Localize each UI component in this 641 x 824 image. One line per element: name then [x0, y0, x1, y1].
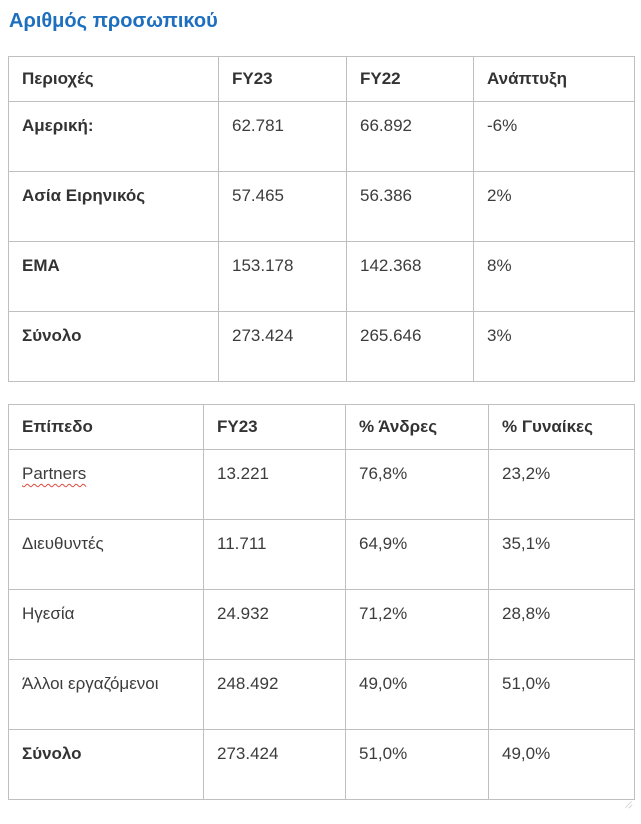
row-label: Άλλοι εργαζόμενοι	[8, 659, 204, 730]
row-label-text: Ασία Ειρηνικός	[22, 186, 146, 205]
column-header: FY22	[346, 56, 474, 102]
column-header: Περιοχές	[8, 56, 219, 102]
cell-value: 153.178	[218, 241, 347, 312]
row-label-text: Σύνολο	[22, 326, 82, 345]
column-header: FY23	[203, 404, 346, 450]
row-label-text: Άλλοι εργαζόμενοι	[22, 674, 159, 693]
cell-value: 62.781	[218, 101, 347, 172]
column-header: Επίπεδο	[8, 404, 204, 450]
header-row: Περιοχές FY23 FY22 Ανάπτυξη	[8, 56, 635, 102]
cell-value: 51,0%	[345, 729, 489, 800]
column-header: % Γυναίκες	[488, 404, 635, 450]
row-label-text: Ηγεσία	[22, 604, 75, 623]
table-row: Άλλοι εργαζόμενοι 248.492 49,0% 51,0%	[8, 659, 635, 730]
cell-value: 64,9%	[345, 519, 489, 590]
row-label-text: Αμερική:	[22, 116, 94, 135]
cell-value: 2%	[473, 171, 635, 242]
table-row: Σύνολο 273.424 265.646 3%	[8, 311, 635, 382]
cell-value: 35,1%	[488, 519, 635, 590]
column-header: FY23	[218, 56, 347, 102]
row-label-text: Διευθυντές	[22, 534, 104, 553]
table-row: EMA 153.178 142.368 8%	[8, 241, 635, 312]
cell-value: 28,8%	[488, 589, 635, 660]
table-row: Ασία Ειρηνικός 57.465 56.386 2%	[8, 171, 635, 242]
table-row: Partners 13.221 76,8% 23,2%	[8, 449, 635, 520]
row-label-text: Partners	[22, 464, 87, 483]
document-page: Αριθμός προσωπικού Περιοχές FY23 FY22 Ανάπτ…	[8, 10, 635, 800]
cell-value: 265.646	[346, 311, 474, 382]
row-label: EMA	[8, 241, 219, 312]
cell-value: 8%	[473, 241, 635, 312]
row-label: Ασία Ειρηνικός	[8, 171, 219, 242]
header-row: Επίπεδο FY23% Άνδρες% Γυναίκες	[8, 404, 635, 450]
table-row: Αμερική: 62.781 66.892 -6%	[8, 101, 635, 172]
row-label-text: EMA	[22, 256, 60, 275]
row-label: Διευθυντές	[8, 519, 204, 590]
cell-value: 273.424	[203, 729, 346, 800]
row-label: Ηγεσία	[8, 589, 204, 660]
row-label: Αμερική:	[8, 101, 219, 172]
cell-value: 142.368	[346, 241, 474, 312]
row-label-text: Σύνολο	[22, 744, 82, 763]
cell-value: 23,2%	[488, 449, 635, 520]
cell-value: 11.711	[203, 519, 346, 590]
cell-value: 49,0%	[345, 659, 489, 730]
cell-value: 273.424	[218, 311, 347, 382]
cell-value: 71,2%	[345, 589, 489, 660]
cell-value: 57.465	[218, 171, 347, 242]
cell-value: 51,0%	[488, 659, 635, 730]
page-title: Αριθμός προσωπικού	[9, 10, 218, 32]
headcount-by-region-table: Περιοχές FY23 FY22 Ανάπτυξη Αμερική: 62.781 66…	[8, 56, 635, 382]
column-header: % Άνδρες	[345, 404, 489, 450]
cell-value: 49,0%	[488, 729, 635, 800]
cell-value: 66.892	[346, 101, 474, 172]
row-label: Σύνολο	[8, 311, 219, 382]
cell-value: 56.386	[346, 171, 474, 242]
row-label: Σύνολο	[8, 729, 204, 800]
cell-value: -6%	[473, 101, 635, 172]
table-resize-grip-icon[interactable]	[624, 799, 633, 808]
cell-value: 13.221	[203, 449, 346, 520]
row-label: Partners	[8, 449, 204, 520]
cell-value: 24.932	[203, 589, 346, 660]
headcount-by-level-table: Επίπεδο FY23% Άνδρες% Γυναίκες Partners 13.…	[8, 404, 635, 800]
table-row: Διευθυντές 11.711 64,9% 35,1%	[8, 519, 635, 590]
table-row: Ηγεσία 24.932 71,2% 28,8%	[8, 589, 635, 660]
cell-value: 76,8%	[345, 449, 489, 520]
cell-value: 248.492	[203, 659, 346, 730]
table-row: Σύνολο 273.424 51,0% 49,0%	[8, 729, 635, 800]
cell-value: 3%	[473, 311, 635, 382]
column-header: Ανάπτυξη	[473, 56, 635, 102]
